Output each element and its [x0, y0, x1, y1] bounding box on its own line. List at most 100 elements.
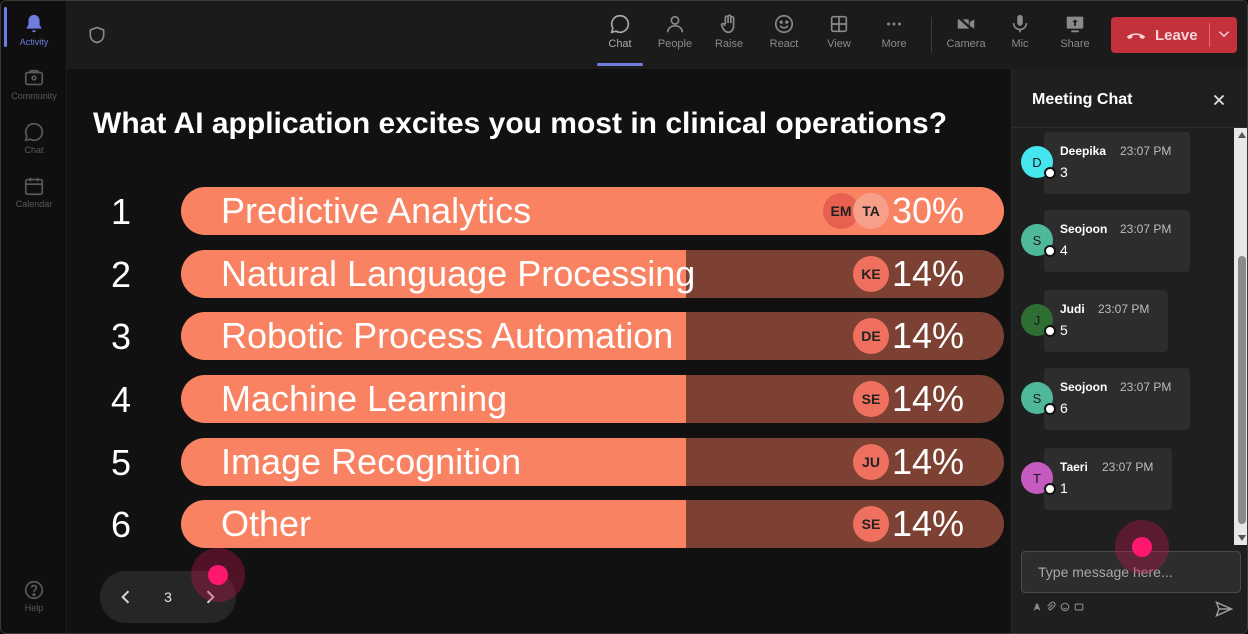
send-icon[interactable] — [1214, 599, 1234, 619]
presence-dot — [1044, 325, 1056, 337]
option-bar-fill — [181, 500, 686, 548]
option-bar: Predictive Analytics 30% EM TA — [181, 187, 1004, 235]
share-screen-icon — [1066, 16, 1084, 33]
message-time: 23:07 PM — [1102, 460, 1154, 474]
share-label: Share — [1060, 38, 1090, 50]
option-percent: 14% — [891, 253, 964, 294]
toolbar-divider — [931, 17, 932, 53]
presence-dot — [1044, 167, 1056, 179]
microphone-icon — [1012, 14, 1028, 33]
message-time: 23:07 PM — [1098, 302, 1150, 316]
option-bar-fill — [181, 250, 686, 298]
scroll-down-arrow[interactable] — [1238, 535, 1246, 541]
share-button[interactable]: Share — [1050, 13, 1100, 50]
option-percent: 14% — [891, 503, 964, 544]
more-button[interactable]: More — [869, 13, 919, 50]
message-time: 23:07 PM — [1120, 222, 1172, 236]
person-icon — [666, 15, 684, 33]
option-number: 1 — [110, 191, 132, 232]
emoji-icon[interactable] — [1060, 601, 1070, 613]
option-number: 2 — [110, 254, 132, 295]
chat-icon — [24, 122, 44, 142]
rail-item-help[interactable]: Help — [1, 579, 67, 613]
message-text: 4 — [1060, 242, 1068, 258]
message-bubble: Deepika 23:07 PM 3 — [1044, 132, 1190, 194]
chevron-left-icon[interactable] — [116, 587, 136, 607]
poll-option: 1 Predictive Analytics 30% EM TA — [67, 187, 1011, 235]
rail-label-calendar: Calendar — [15, 199, 53, 209]
scroll-up-arrow[interactable] — [1238, 132, 1246, 138]
chat-message-input[interactable] — [1021, 551, 1241, 593]
bell-icon — [26, 14, 42, 33]
scroll-thumb[interactable] — [1238, 256, 1246, 524]
poll-option: 3 Robotic Process Automation 14% DE — [67, 312, 1011, 360]
sender-name: Deepika — [1060, 144, 1107, 158]
rail-item-chat[interactable]: Chat — [1, 121, 67, 155]
view-label: View — [827, 38, 851, 50]
chat-message: Seojoon 23:07 PM 6 S — [1012, 368, 1234, 432]
message-bubble: Seojoon 23:07 PM 6 — [1044, 368, 1190, 430]
option-percent: 14% — [891, 441, 964, 482]
poll-question: What AI application excites you most in … — [93, 107, 948, 140]
mic-button[interactable]: Mic — [995, 13, 1045, 50]
chat-message: Judi 23:07 PM 5 J — [1012, 290, 1234, 354]
calendar-icon — [24, 177, 44, 196]
camera-label: Camera — [946, 38, 986, 50]
message-text: 1 — [1060, 480, 1068, 496]
left-rail: Activity Community Chat Calendar Help — [1, 1, 67, 633]
option-percent: 14% — [891, 378, 964, 419]
rail-item-activity[interactable]: Activity — [1, 7, 67, 47]
voter-avatar: SE — [853, 506, 889, 542]
page-number: 3 — [164, 589, 172, 605]
chat-scrollbar[interactable] — [1234, 128, 1247, 545]
chat-divider — [1012, 127, 1247, 128]
option-bar: Natural Language Processing 14% KE — [181, 250, 1004, 298]
presence-dot — [1044, 245, 1056, 257]
poll-option: 6 Other 14% SE — [67, 500, 1011, 548]
message-bubble: Seojoon 23:07 PM 4 — [1044, 210, 1190, 272]
sender-name: Seojoon — [1060, 380, 1108, 394]
format-text-icon[interactable] — [1032, 601, 1042, 613]
chat-title: Meeting Chat — [1032, 91, 1133, 108]
rail-item-community[interactable]: Community — [1, 67, 67, 101]
message-text: 6 — [1060, 400, 1068, 416]
react-button[interactable]: React — [759, 13, 809, 50]
chat-message: Deepika 23:07 PM 3 D — [1012, 132, 1234, 196]
close-icon[interactable] — [1210, 91, 1228, 109]
view-button[interactable]: View — [814, 13, 864, 50]
rail-item-calendar[interactable]: Calendar — [1, 175, 67, 209]
option-bar: Other 14% SE — [181, 500, 1004, 548]
pointer-highlight — [1115, 520, 1169, 574]
people-label: People — [657, 38, 693, 50]
option-bar: Image Recognition 14% JU — [181, 438, 1004, 486]
message-text: 3 — [1060, 164, 1068, 180]
chevron-right-icon[interactable] — [200, 587, 220, 607]
option-bar-fill — [181, 438, 686, 486]
react-label: React — [769, 38, 799, 50]
people-button[interactable]: People — [650, 13, 700, 50]
chat-bubble-icon — [610, 14, 630, 34]
option-bar: Machine Learning 14% SE — [181, 375, 1004, 423]
gif-icon[interactable] — [1074, 601, 1084, 613]
help-icon — [24, 580, 44, 600]
leave-button[interactable]: Leave — [1111, 17, 1237, 53]
camera-button[interactable]: Camera — [941, 13, 991, 50]
option-label: Natural Language Processing — [221, 253, 696, 294]
message-bubble: Judi 23:07 PM 5 — [1044, 290, 1168, 352]
option-label: Machine Learning — [221, 378, 508, 419]
raise-hand-button[interactable]: Raise — [704, 13, 754, 50]
shield-icon[interactable] — [87, 25, 107, 45]
chat-label: Chat — [608, 38, 632, 50]
message-bubble: Taeri 23:07 PM 1 — [1044, 448, 1172, 510]
raise-label: Raise — [714, 38, 744, 50]
chevron-down-icon[interactable] — [1215, 25, 1233, 43]
option-label: Image Recognition — [221, 441, 522, 482]
chat-button[interactable]: Chat — [595, 13, 645, 66]
more-label: More — [881, 38, 907, 50]
voter-avatar: JU — [853, 444, 889, 480]
option-label: Robotic Process Automation — [221, 315, 674, 356]
attach-icon[interactable] — [1046, 601, 1056, 613]
option-percent: 14% — [891, 315, 964, 356]
option-bar-fill — [181, 312, 686, 360]
